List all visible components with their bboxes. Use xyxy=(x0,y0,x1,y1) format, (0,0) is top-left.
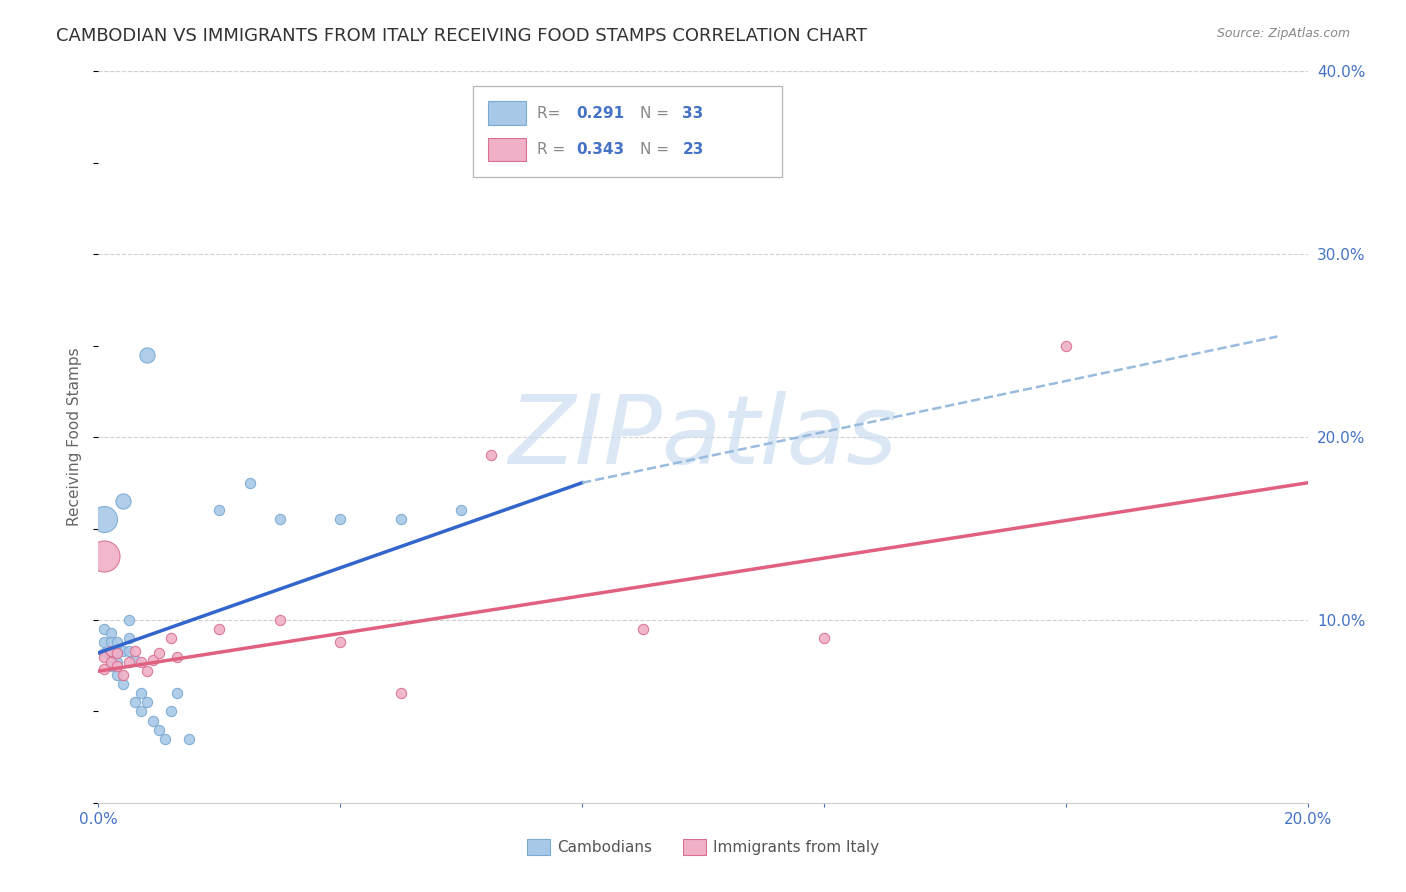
Point xyxy=(481,448,503,462)
Point xyxy=(135,664,157,678)
Point xyxy=(100,625,122,640)
Point xyxy=(93,649,115,664)
Point xyxy=(135,695,157,709)
Text: R =: R = xyxy=(537,142,571,157)
Point xyxy=(105,644,128,658)
Point xyxy=(111,677,134,691)
Point xyxy=(118,613,141,627)
Point xyxy=(129,705,152,719)
Point xyxy=(148,646,170,660)
Point xyxy=(179,731,201,746)
Point xyxy=(100,658,122,673)
Point xyxy=(239,475,262,490)
Point xyxy=(813,632,835,646)
Point xyxy=(1054,338,1077,352)
Point xyxy=(105,655,128,669)
Point xyxy=(208,503,231,517)
Legend: Cambodians, Immigrants from Italy: Cambodians, Immigrants from Italy xyxy=(520,833,886,861)
Point xyxy=(100,646,122,660)
FancyBboxPatch shape xyxy=(488,102,526,125)
Point xyxy=(93,549,115,563)
Text: N =: N = xyxy=(640,142,673,157)
Text: 33: 33 xyxy=(682,105,703,120)
Point xyxy=(208,622,231,636)
Point xyxy=(93,635,115,649)
Text: ZIPatlas: ZIPatlas xyxy=(509,391,897,483)
Point xyxy=(129,686,152,700)
Text: 0.343: 0.343 xyxy=(576,142,624,157)
Point xyxy=(93,622,115,636)
Point xyxy=(100,635,122,649)
Point xyxy=(269,613,291,627)
Point xyxy=(105,667,128,681)
Point xyxy=(148,723,170,737)
Point xyxy=(329,512,352,526)
Point xyxy=(269,512,291,526)
Point xyxy=(329,635,352,649)
Point xyxy=(111,667,134,681)
FancyBboxPatch shape xyxy=(488,138,526,161)
Point xyxy=(389,686,412,700)
Point xyxy=(631,622,654,636)
Point xyxy=(142,653,165,667)
Point xyxy=(135,348,157,362)
Point xyxy=(124,644,146,658)
Point xyxy=(450,503,472,517)
Point xyxy=(105,646,128,660)
Point xyxy=(105,635,128,649)
Point xyxy=(118,655,141,669)
Point xyxy=(389,512,412,526)
Text: Source: ZipAtlas.com: Source: ZipAtlas.com xyxy=(1216,27,1350,40)
Point xyxy=(93,512,115,526)
Text: CAMBODIAN VS IMMIGRANTS FROM ITALY RECEIVING FOOD STAMPS CORRELATION CHART: CAMBODIAN VS IMMIGRANTS FROM ITALY RECEI… xyxy=(56,27,868,45)
Point xyxy=(124,695,146,709)
Point xyxy=(100,644,122,658)
Point xyxy=(166,649,188,664)
Point xyxy=(111,494,134,508)
Point xyxy=(124,653,146,667)
Point xyxy=(153,731,176,746)
Text: R=: R= xyxy=(537,105,565,120)
Point xyxy=(118,632,141,646)
Point xyxy=(142,714,165,728)
Point xyxy=(93,662,115,676)
Point xyxy=(118,644,141,658)
Point xyxy=(166,686,188,700)
Text: 23: 23 xyxy=(682,142,704,157)
Point xyxy=(100,655,122,669)
FancyBboxPatch shape xyxy=(474,86,782,178)
Point xyxy=(93,646,115,660)
Point xyxy=(111,644,134,658)
Point xyxy=(105,658,128,673)
Text: 0.291: 0.291 xyxy=(576,105,624,120)
Text: N =: N = xyxy=(640,105,673,120)
Point xyxy=(160,705,183,719)
Y-axis label: Receiving Food Stamps: Receiving Food Stamps xyxy=(67,348,83,526)
Point xyxy=(160,632,183,646)
Point xyxy=(129,655,152,669)
